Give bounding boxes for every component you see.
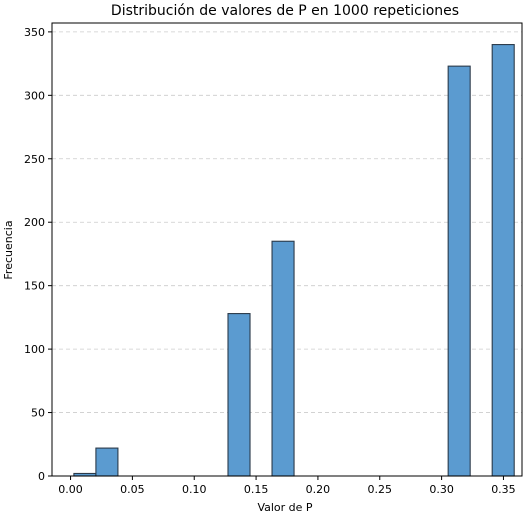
histogram-bar bbox=[227, 313, 251, 477]
histogram-bars bbox=[73, 44, 515, 477]
x-tick-label: 0.35 bbox=[491, 483, 516, 496]
x-axis-label: Valor de P bbox=[257, 501, 312, 514]
chart-title: Distribución de valores de P en 1000 rep… bbox=[111, 3, 459, 19]
x-tick-label: 0.20 bbox=[306, 483, 331, 496]
y-tick-label: 50 bbox=[31, 407, 45, 420]
plot-frame bbox=[51, 22, 523, 477]
x-tick-label: 0.15 bbox=[244, 483, 269, 496]
x-tick-label: 0.10 bbox=[182, 483, 207, 496]
y-tick-label: 200 bbox=[24, 216, 45, 229]
histogram-bar bbox=[447, 65, 471, 477]
y-tick-label: 300 bbox=[24, 89, 45, 102]
x-tick-label: 0.00 bbox=[58, 483, 83, 496]
y-axis-label: Frecuencia bbox=[2, 220, 15, 279]
x-tick-label: 0.30 bbox=[429, 483, 454, 496]
histogram-bar bbox=[491, 44, 515, 477]
histogram-bar bbox=[95, 447, 119, 477]
x-tick-label: 0.05 bbox=[120, 483, 145, 496]
x-axis: 0.00 0.05 0.10 0.15 0.20 0.25 0.30 0.35 bbox=[58, 476, 516, 496]
y-tick-label: 150 bbox=[24, 280, 45, 293]
y-tick-label: 250 bbox=[24, 153, 45, 166]
y-tick-label: 100 bbox=[24, 343, 45, 356]
y-axis: 0 50 100 150 200 250 300 350 bbox=[24, 26, 52, 483]
x-tick-label: 0.25 bbox=[368, 483, 393, 496]
histogram-bar bbox=[271, 240, 295, 477]
y-tick-label: 0 bbox=[38, 470, 45, 483]
y-tick-label: 350 bbox=[24, 26, 45, 39]
